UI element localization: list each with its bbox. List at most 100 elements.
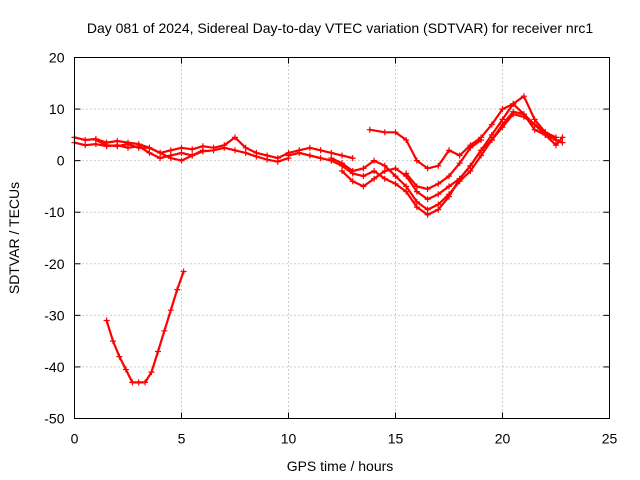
data-point <box>467 162 474 169</box>
data-point <box>167 147 174 154</box>
data-point <box>392 129 399 136</box>
data-point <box>413 157 420 164</box>
data-point <box>403 137 410 143</box>
data-point <box>306 144 313 151</box>
data-point <box>253 153 260 160</box>
data-point <box>424 165 431 172</box>
data-point <box>381 175 388 182</box>
data-point <box>155 348 161 355</box>
data-point <box>157 149 164 156</box>
ticks: 0 5 10 15 20 25 -50 -40 -30 -20 -10 0 10 20 <box>44 50 617 447</box>
data-point <box>392 165 399 172</box>
data-point <box>349 168 356 174</box>
data-point <box>531 121 538 128</box>
data-point <box>510 108 517 115</box>
data-point <box>103 317 110 324</box>
data-point <box>328 155 335 162</box>
x-axis-label: GPS time / hours <box>287 458 394 474</box>
y-tick-label: -50 <box>44 411 64 427</box>
data-point <box>82 137 89 143</box>
data-point <box>456 175 463 182</box>
data-point <box>146 144 153 151</box>
x-tick-label: 0 <box>71 431 79 447</box>
data-point <box>199 147 206 154</box>
data-point <box>148 369 155 376</box>
data-point <box>520 111 527 118</box>
data-point <box>559 134 566 141</box>
data-point <box>189 152 196 159</box>
data-point <box>531 116 538 123</box>
data-point <box>478 147 485 154</box>
data-point <box>542 131 549 138</box>
data-point <box>306 152 313 159</box>
data-point <box>242 144 249 151</box>
data-point <box>424 206 431 213</box>
data-point <box>189 146 196 153</box>
series-track-8 <box>403 137 485 192</box>
data-point <box>360 173 367 180</box>
data-point <box>435 180 442 187</box>
data-point <box>488 137 495 143</box>
data-point <box>317 155 324 162</box>
data-point <box>242 149 249 156</box>
data-point <box>135 144 142 151</box>
data-point <box>157 155 164 162</box>
series-track-3 <box>92 137 206 164</box>
data-point <box>103 142 110 149</box>
data-point <box>232 134 238 141</box>
data-point <box>167 307 174 314</box>
x-tick-label: 10 <box>281 431 297 447</box>
data-point <box>92 137 99 143</box>
x-tick-label: 20 <box>495 431 511 447</box>
data-point <box>264 156 271 163</box>
x-tick-label: 5 <box>178 431 186 447</box>
data-point <box>520 93 527 100</box>
series-line <box>330 110 558 211</box>
data-point <box>403 170 410 177</box>
data-point <box>221 144 228 151</box>
data-point <box>116 353 123 360</box>
y-tick-label: 10 <box>49 101 65 117</box>
data-point <box>339 160 345 167</box>
data-point <box>210 147 217 154</box>
chart-title: Day 081 of 2024, Sidereal Day-to-day VTE… <box>87 20 593 36</box>
data-point <box>553 134 559 141</box>
data-point <box>456 160 463 167</box>
data-point <box>339 152 345 159</box>
data-point <box>82 142 89 149</box>
data-point <box>499 121 506 128</box>
data-point <box>392 180 399 187</box>
data-point <box>446 183 452 190</box>
data-point <box>446 191 452 198</box>
data-point <box>110 338 116 345</box>
data-point <box>510 100 517 107</box>
data-point <box>360 183 367 190</box>
data-point <box>296 149 303 156</box>
data-point <box>371 168 378 174</box>
x-tick-label: 15 <box>388 431 404 447</box>
data-point <box>167 155 174 162</box>
data-point <box>371 157 378 164</box>
data-point <box>403 183 410 190</box>
data-point <box>488 131 495 138</box>
data-point <box>366 126 373 133</box>
data-point <box>328 149 335 156</box>
data-point <box>339 168 345 174</box>
data-point <box>381 129 388 136</box>
plot-frame <box>74 57 610 419</box>
y-axis-label: SDTVAR / TECUs <box>6 182 22 294</box>
data-point <box>142 379 149 386</box>
data-point <box>435 162 442 169</box>
series-track-5 <box>328 108 559 213</box>
data-point <box>317 147 324 154</box>
data-point <box>349 155 356 162</box>
data-point <box>424 211 431 218</box>
data-point <box>435 191 442 198</box>
data-point <box>381 168 388 174</box>
series-line <box>368 102 564 170</box>
series-line <box>105 270 185 384</box>
x-tick-label: 25 <box>602 431 618 447</box>
data-point <box>435 201 442 208</box>
data-point <box>478 137 485 143</box>
